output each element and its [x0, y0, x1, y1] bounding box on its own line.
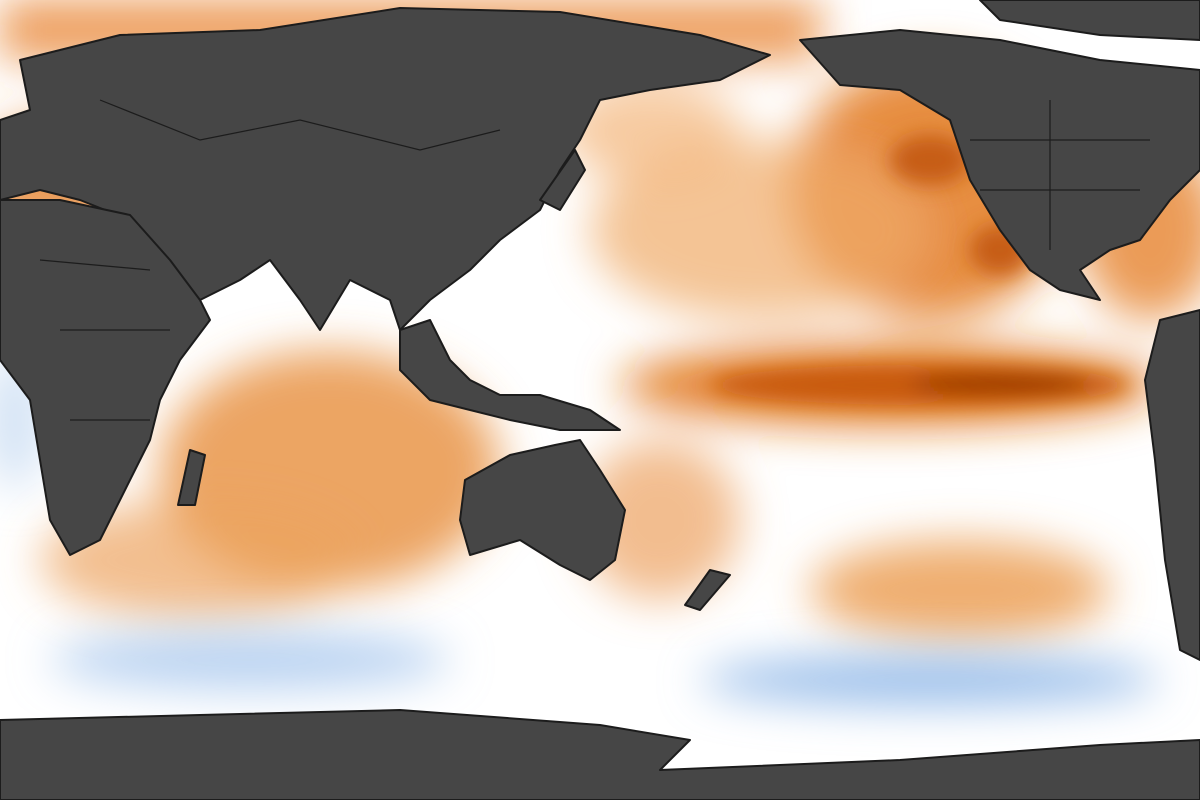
australia	[459, 439, 626, 581]
border	[99, 99, 501, 151]
greenland-arctic	[979, 0, 1200, 41]
south-america	[1144, 309, 1200, 661]
africa	[0, 199, 211, 556]
strong-anomalies	[710, 135, 1130, 405]
southeast-asia	[399, 319, 621, 431]
borders	[39, 99, 1150, 421]
japan	[539, 149, 586, 211]
border	[970, 100, 1150, 250]
eurasia	[0, 7, 771, 331]
north-america	[799, 29, 1200, 301]
border	[39, 259, 170, 421]
madagascar	[177, 449, 206, 506]
antarctica	[0, 709, 1200, 800]
new-zealand	[684, 569, 731, 611]
